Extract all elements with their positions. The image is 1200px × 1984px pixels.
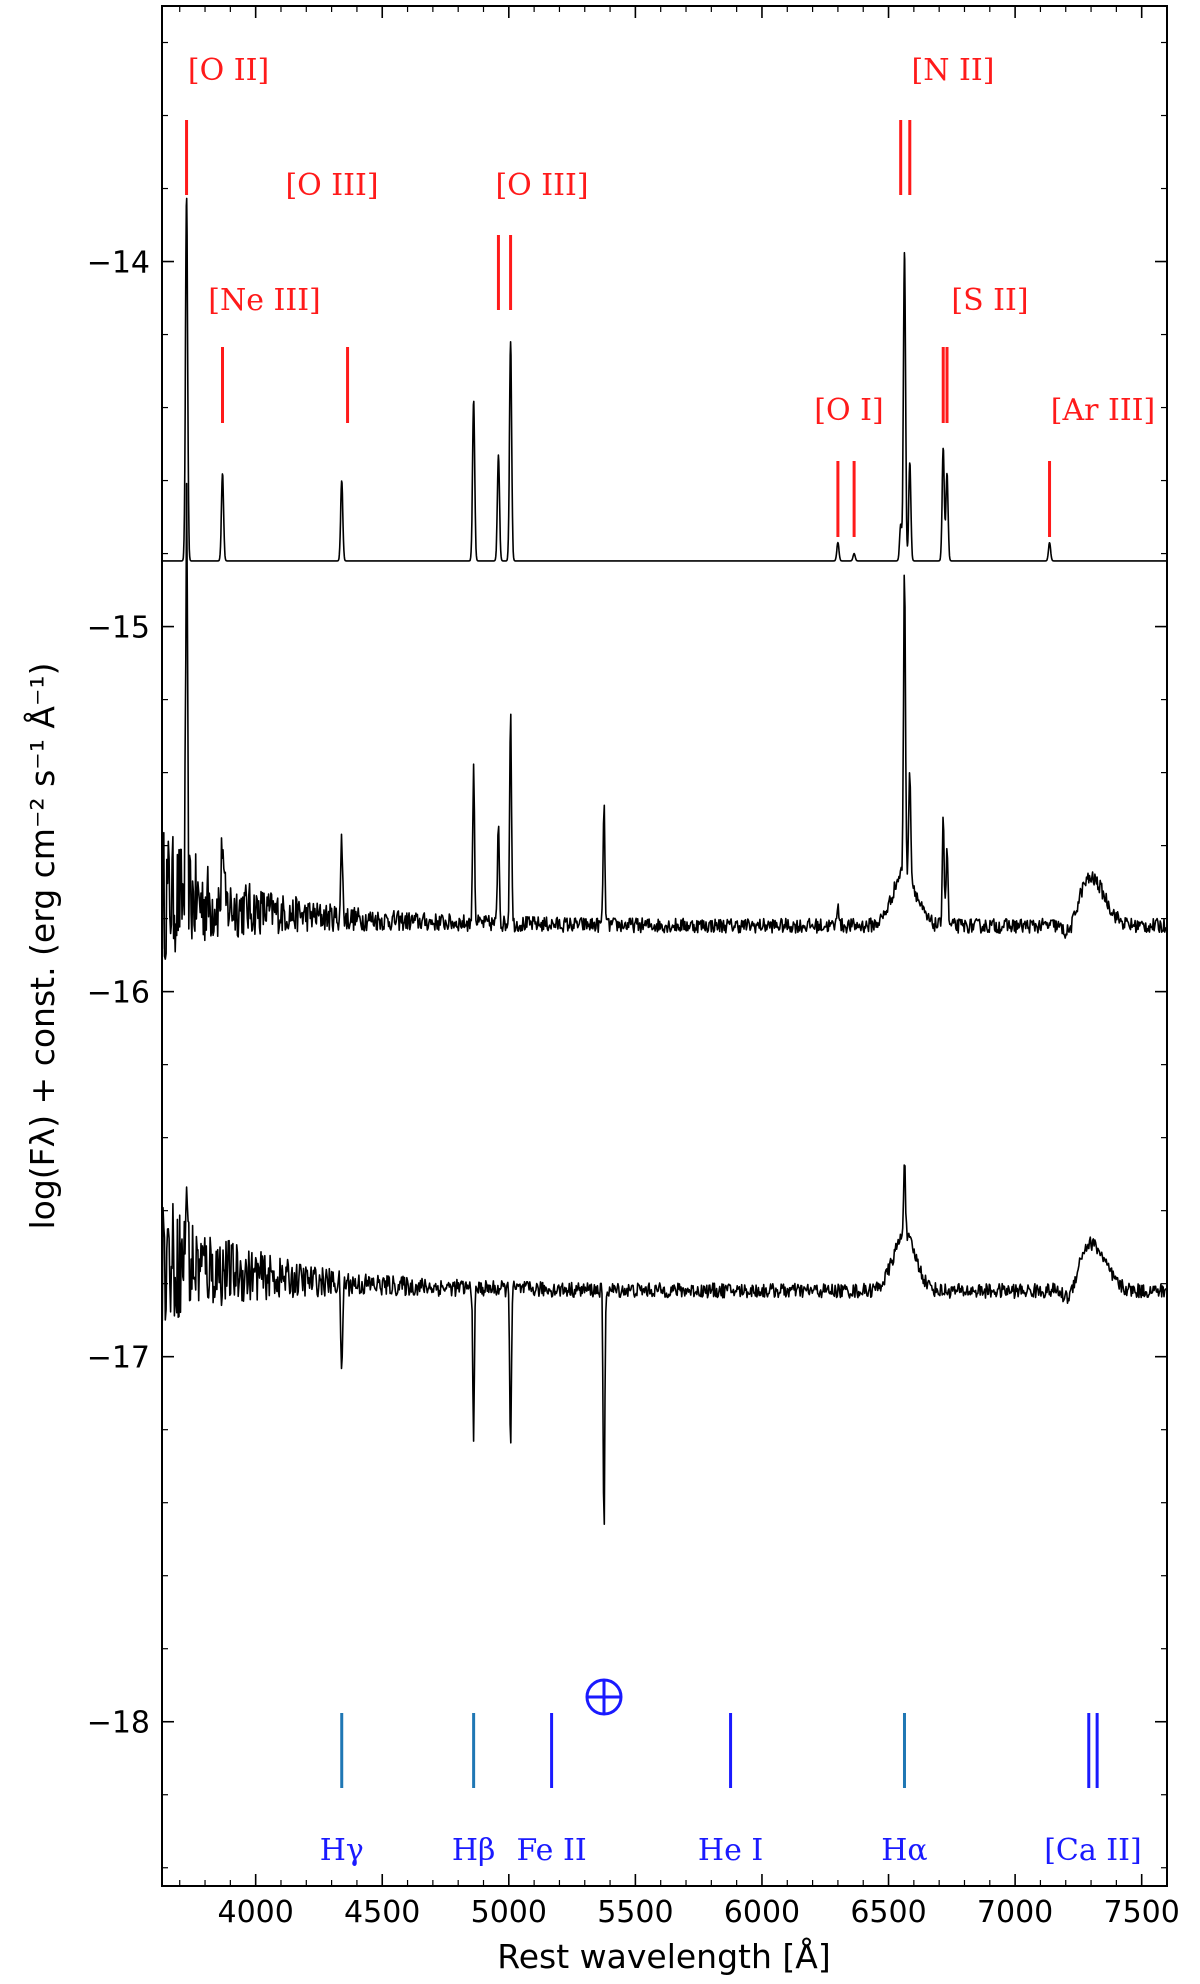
x-tick-label: 7000 (977, 1895, 1053, 1930)
x-tick-label: 6000 (724, 1895, 800, 1930)
emission-label: [Ar III] (1051, 393, 1156, 428)
y-tick-label: −18 (87, 1706, 150, 1741)
x-tick-label: 4000 (217, 1895, 293, 1930)
x-tick-label: 5000 (471, 1895, 547, 1930)
absorption-label: Hα (881, 1833, 927, 1868)
absorption-label: Fe II (517, 1833, 587, 1868)
y-tick-label: −17 (87, 1341, 150, 1376)
absorption-label: Hβ (452, 1833, 496, 1868)
spectrum-observed-upper-line (161, 482, 1168, 960)
emission-label: [O III] (495, 168, 588, 203)
emission-label: [Ne III] (208, 283, 321, 318)
y-tick-label: −14 (87, 246, 150, 281)
emission-label: [O III] (285, 168, 378, 203)
spectrum-model-line (161, 197, 1168, 562)
spectrum-observed-lower-line (161, 1164, 1168, 1525)
y-tick-label: −15 (87, 611, 150, 646)
emission-label: [O I] (814, 393, 883, 428)
y-axis-label: log(Fλ) + const. (erg cm⁻² s⁻¹ Å⁻¹) (22, 662, 62, 1229)
emission-label: [O II] (188, 53, 269, 88)
absorption-label: He I (698, 1833, 763, 1868)
x-tick-label: 7500 (1104, 1895, 1180, 1930)
x-tick-label: 5500 (597, 1895, 673, 1930)
y-tick-label: −16 (87, 976, 150, 1011)
emission-label: [N II] (912, 53, 995, 88)
absorption-label: [Ca II] (1044, 1833, 1142, 1868)
absorption-label: Hγ (320, 1833, 364, 1868)
x-tick-label: 4500 (344, 1895, 420, 1930)
x-axis-label: Rest wavelength [Å] (497, 1936, 830, 1976)
chart-marks: 4000 4500 5000 5500 6000 6500 7000 7500 −14 −15 −1… (87, 6, 1180, 1930)
emission-label: [S II] (951, 283, 1028, 318)
x-tick-label: 6500 (850, 1895, 926, 1930)
